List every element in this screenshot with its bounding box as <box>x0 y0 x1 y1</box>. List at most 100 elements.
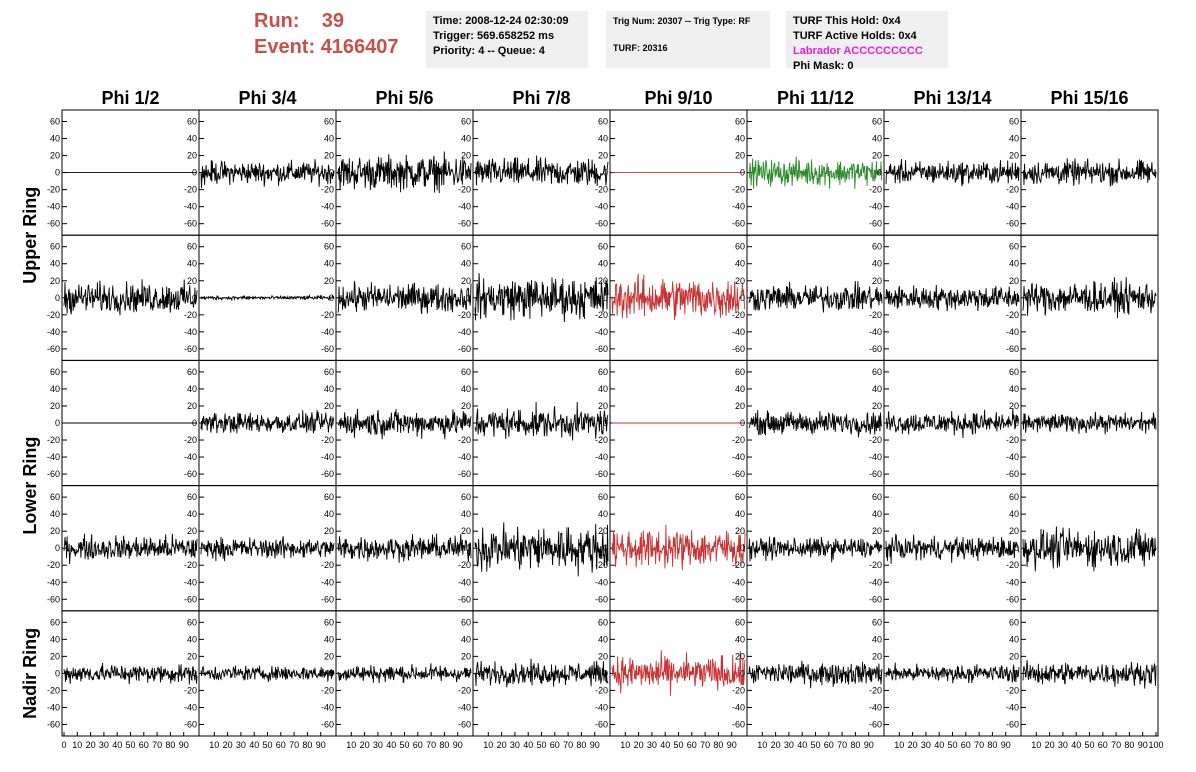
y-tick-label: -40 <box>47 452 60 462</box>
y-tick-label: -20 <box>595 435 608 445</box>
y-tick-label: -40 <box>732 327 745 337</box>
x-tick-label: 40 <box>934 740 944 750</box>
y-tick-label: 40 <box>324 634 334 644</box>
x-tick-label: 30 <box>373 740 383 750</box>
y-tick-label: -60 <box>595 219 608 229</box>
y-tick-label: -20 <box>458 435 471 445</box>
y-tick-label: -20 <box>47 310 60 320</box>
x-tick-label: 50 <box>536 740 546 750</box>
y-tick-label: 0 <box>55 668 60 678</box>
y-tick-label: 60 <box>50 367 60 377</box>
x-tick-label: 60 <box>413 740 423 750</box>
y-tick-label: -20 <box>1006 435 1019 445</box>
y-tick-label: 60 <box>598 367 608 377</box>
y-tick-label: 20 <box>461 526 471 536</box>
x-tick-label: 90 <box>727 740 737 750</box>
x-tick-label: 80 <box>1124 740 1134 750</box>
y-tick-label: 20 <box>187 651 197 661</box>
row-title: Lower Ring <box>20 437 40 535</box>
y-tick-label: -20 <box>1006 185 1019 195</box>
y-tick-label: -20 <box>321 560 334 570</box>
y-tick-label: 60 <box>872 492 882 502</box>
y-tick-label: 40 <box>1009 384 1019 394</box>
x-tick-label: 90 <box>453 740 463 750</box>
x-tick-label: 60 <box>1098 740 1108 750</box>
waveform-trace <box>885 662 1020 684</box>
y-tick-label: 20 <box>872 401 882 411</box>
y-tick-label: 60 <box>324 367 334 377</box>
x-tick-label: 30 <box>647 740 657 750</box>
x-tick-label: 60 <box>961 740 971 750</box>
x-tick-label: 60 <box>276 740 286 750</box>
y-tick-label: 60 <box>187 492 197 502</box>
y-tick-label: 20 <box>50 276 60 286</box>
x-tick-label: 20 <box>1045 740 1055 750</box>
y-tick-label: 40 <box>1009 259 1019 269</box>
x-tick-label: 50 <box>262 740 272 750</box>
waveform-trace <box>748 156 883 189</box>
y-tick-label: -40 <box>321 577 334 587</box>
waveform-trace <box>200 665 335 682</box>
waveform-trace <box>748 281 883 313</box>
y-tick-label: 0 <box>466 418 471 428</box>
waveform-trace <box>885 408 1020 439</box>
waveform-trace <box>200 159 335 189</box>
y-tick-label: 60 <box>187 242 197 252</box>
waveform-trace <box>337 663 472 684</box>
y-tick-label: 60 <box>872 242 882 252</box>
y-tick-label: 20 <box>598 651 608 661</box>
y-tick-label: -40 <box>595 327 608 337</box>
column-title: Phi 5/6 <box>375 88 433 108</box>
y-tick-label: -20 <box>321 435 334 445</box>
waveform-trace <box>200 536 335 562</box>
y-tick-label: -20 <box>47 185 60 195</box>
run-event-header: Run: 39 Event: 4166407 <box>254 8 399 60</box>
y-tick-label: 0 <box>740 543 745 553</box>
y-tick-label: 20 <box>187 401 197 411</box>
y-tick-label: -20 <box>595 310 608 320</box>
x-tick-label: 10 <box>1031 740 1041 750</box>
column-title: Phi 7/8 <box>512 88 570 108</box>
y-tick-label: -20 <box>869 685 882 695</box>
y-tick-label: -40 <box>869 327 882 337</box>
y-tick-label: 60 <box>1009 367 1019 377</box>
y-tick-label: -20 <box>869 560 882 570</box>
y-tick-label: 20 <box>50 526 60 536</box>
x-tick-label: 80 <box>850 740 860 750</box>
y-tick-label: -20 <box>47 435 60 445</box>
y-tick-label: 0 <box>740 418 745 428</box>
y-tick-label: -40 <box>1006 452 1019 462</box>
y-tick-label: 0 <box>740 168 745 178</box>
y-tick-label: -60 <box>595 344 608 354</box>
y-tick-label: 40 <box>735 259 745 269</box>
y-tick-label: -40 <box>1006 202 1019 212</box>
x-tick-label: 10 <box>620 740 630 750</box>
y-tick-label: 60 <box>324 242 334 252</box>
y-tick-label: 0 <box>740 293 745 303</box>
waveform-trace <box>474 155 609 187</box>
y-tick-label: 60 <box>461 117 471 127</box>
x-tick-label: 90 <box>179 740 189 750</box>
x-tick-label: 90 <box>1138 740 1148 750</box>
x-tick-label: 20 <box>360 740 370 750</box>
y-tick-label: -20 <box>184 435 197 445</box>
x-tick-label: 30 <box>510 740 520 750</box>
y-tick-label: -60 <box>869 219 882 229</box>
y-tick-label: 0 <box>1014 668 1019 678</box>
y-tick-label: -20 <box>869 185 882 195</box>
y-tick-label: 20 <box>1009 526 1019 536</box>
y-tick-label: 40 <box>872 384 882 394</box>
y-tick-label: -20 <box>184 185 197 195</box>
y-tick-label: 0 <box>877 293 882 303</box>
y-tick-label: 40 <box>187 259 197 269</box>
y-tick-label: -40 <box>321 452 334 462</box>
y-tick-label: -20 <box>595 685 608 695</box>
x-tick-label: 10 <box>346 740 356 750</box>
y-tick-label: 60 <box>461 242 471 252</box>
y-tick-label: 20 <box>872 526 882 536</box>
y-tick-label: -40 <box>732 702 745 712</box>
waveform-trace <box>885 158 1020 187</box>
column-title: Phi 15/16 <box>1050 88 1128 108</box>
waveform-trace <box>337 408 472 440</box>
